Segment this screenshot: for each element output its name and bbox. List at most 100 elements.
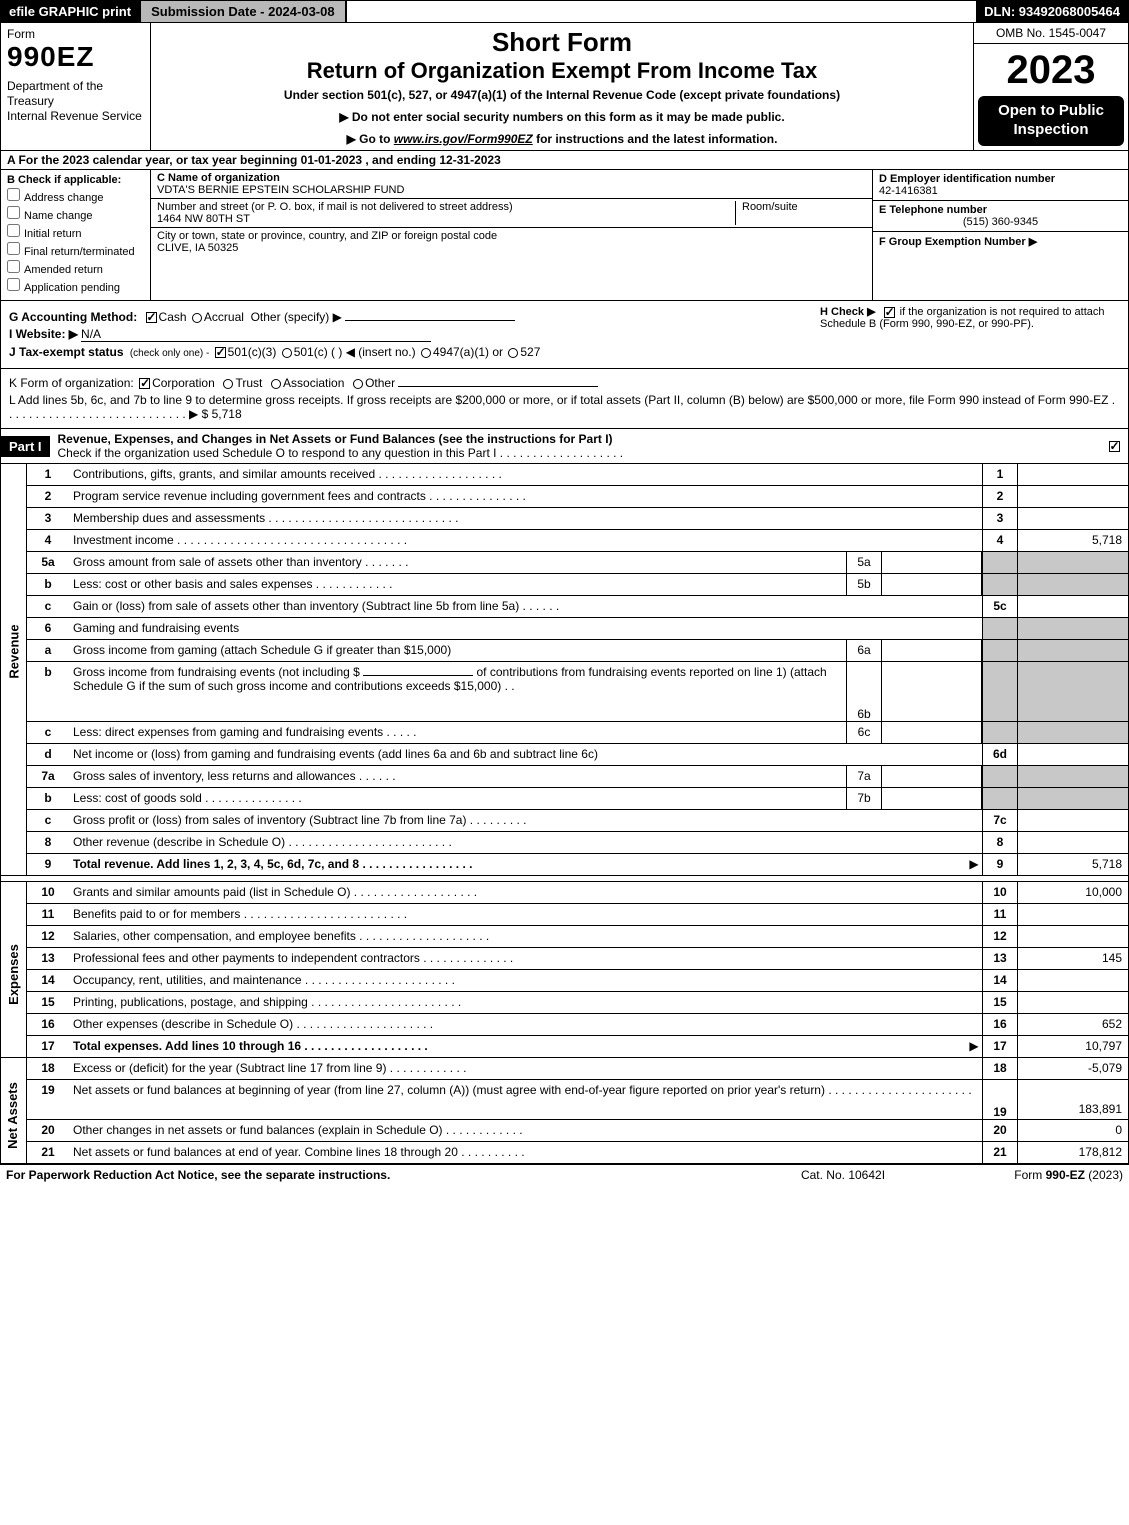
part-1-title: Revenue, Expenses, and Changes in Net As… (50, 429, 1100, 463)
phone-row: E Telephone number (515) 360-9345 (873, 201, 1128, 232)
line-14: 14Occupancy, rent, utilities, and mainte… (27, 970, 1128, 992)
city-row: City or town, state or province, country… (151, 228, 872, 300)
part-1-schedule-o-check[interactable] (1100, 439, 1128, 453)
line-6c: cLess: direct expenses from gaming and f… (27, 722, 1128, 744)
form-number: 990EZ (7, 41, 144, 73)
rows-kl: K Form of organization: Corporation Trus… (0, 369, 1129, 429)
catalog-number: Cat. No. 10642I (743, 1168, 943, 1182)
association-radio[interactable] (271, 379, 281, 389)
col-c-org: C Name of organization VDTA'S BERNIE EPS… (151, 170, 873, 300)
form-header: Form 990EZ Department of the Treasury In… (0, 23, 1129, 151)
line-11: 11Benefits paid to or for members . . . … (27, 904, 1128, 926)
department: Department of the Treasury Internal Reve… (7, 79, 144, 124)
schedule-b-checkbox[interactable] (884, 307, 895, 318)
4947-radio[interactable] (421, 348, 431, 358)
line-7a: 7aGross sales of inventory, less returns… (27, 766, 1128, 788)
line-13: 13Professional fees and other payments t… (27, 948, 1128, 970)
line-4: 4Investment income . . . . . . . . . . .… (27, 530, 1128, 552)
527-radio[interactable] (508, 348, 518, 358)
org-name-row: C Name of organization VDTA'S BERNIE EPS… (151, 170, 872, 199)
col-b-checkboxes: B Check if applicable: Address change Na… (1, 170, 151, 300)
phone-label: E Telephone number (879, 204, 987, 216)
part-1-header-row: Part I Revenue, Expenses, and Changes in… (0, 429, 1129, 464)
check-address-change[interactable]: Address change (7, 188, 144, 204)
line-5c: cGain or (loss) from sale of assets othe… (27, 596, 1128, 618)
inspection-badge: Open to Public Inspection (978, 96, 1124, 146)
under-section: Under section 501(c), 527, or 4947(a)(1)… (161, 88, 963, 102)
line-20: 20Other changes in net assets or fund ba… (27, 1120, 1128, 1142)
main-title: Return of Organization Exempt From Incom… (161, 58, 963, 84)
cash-checkbox[interactable] (146, 312, 157, 323)
ein-label: D Employer identification number (879, 173, 1055, 185)
net-assets-section: Net Assets 18Excess or (deficit) for the… (0, 1058, 1129, 1164)
line-6: 6Gaming and fundraising events (27, 618, 1128, 640)
line-5a: 5aGross amount from sale of assets other… (27, 552, 1128, 574)
paperwork-notice: For Paperwork Reduction Act Notice, see … (6, 1168, 743, 1182)
dln-label: DLN: 93492068005464 (976, 1, 1128, 22)
line-6b: bGross income from fundraising events (n… (27, 662, 1128, 722)
check-name-change[interactable]: Name change (7, 206, 144, 222)
line-18: 18Excess or (deficit) for the year (Subt… (27, 1058, 1128, 1080)
form-word: Form (7, 27, 144, 41)
line-2: 2Program service revenue including gover… (27, 486, 1128, 508)
ein-value: 42-1416381 (879, 185, 938, 197)
goto-pre: ▶ Go to (347, 132, 394, 146)
row-a-tax-year: A For the 2023 calendar year, or tax yea… (0, 151, 1129, 170)
revenue-section: Revenue 1Contributions, gifts, grants, a… (0, 464, 1129, 876)
check-final-return[interactable]: Final return/terminated (7, 242, 144, 258)
line-21: 21Net assets or fund balances at end of … (27, 1142, 1128, 1164)
top-bar: efile GRAPHIC print Submission Date - 20… (0, 0, 1129, 23)
revenue-side-label: Revenue (0, 464, 26, 876)
line-10: 10Grants and similar amounts paid (list … (27, 882, 1128, 904)
topbar-spacer (347, 1, 977, 22)
other-org-radio[interactable] (353, 379, 363, 389)
goto-post: for instructions and the latest informat… (533, 132, 778, 146)
page-footer: For Paperwork Reduction Act Notice, see … (0, 1164, 1129, 1185)
501c3-checkbox[interactable] (215, 347, 226, 358)
trust-radio[interactable] (223, 379, 233, 389)
website-value: N/A (81, 327, 431, 342)
header-center: Short Form Return of Organization Exempt… (151, 23, 973, 150)
line-3: 3Membership dues and assessments . . . .… (27, 508, 1128, 530)
gross-receipts-value: 5,718 (212, 407, 242, 421)
check-amended-return[interactable]: Amended return (7, 260, 144, 276)
line-17: 17Total expenses. Add lines 10 through 1… (27, 1036, 1128, 1058)
ssn-note: ▶ Do not enter social security numbers o… (161, 110, 963, 124)
501c-radio[interactable] (282, 348, 292, 358)
line-19: 19Net assets or fund balances at beginni… (27, 1080, 1128, 1120)
line-6b-desc: Gross income from fundraising events (no… (69, 662, 846, 721)
line-15: 15Printing, publications, postage, and s… (27, 992, 1128, 1014)
line-16: 16Other expenses (describe in Schedule O… (27, 1014, 1128, 1036)
line-5b: bLess: cost or other basis and sales exp… (27, 574, 1128, 596)
part-1-label: Part I (1, 436, 50, 457)
line-1: 1Contributions, gifts, grants, and simil… (27, 464, 1128, 486)
accrual-radio[interactable] (192, 313, 202, 323)
org-name: VDTA'S BERNIE EPSTEIN SCHOLARSHIP FUND (157, 184, 404, 196)
efile-label[interactable]: efile GRAPHIC print (1, 1, 139, 22)
other-specify-line[interactable] (345, 320, 515, 321)
ein-row: D Employer identification number 42-1416… (873, 170, 1128, 201)
row-l-gross-receipts: L Add lines 5b, 6c, and 7b to line 9 to … (9, 393, 1120, 421)
tax-year: 2023 (974, 44, 1128, 96)
line-6a: aGross income from gaming (attach Schedu… (27, 640, 1128, 662)
corporation-checkbox[interactable] (139, 378, 150, 389)
rows-ghij: H Check ▶ if the organization is not req… (0, 301, 1129, 369)
street-row: Number and street (or P. O. box, if mail… (151, 199, 872, 228)
row-h-schedule-b: H Check ▶ if the organization is not req… (820, 305, 1120, 330)
irs-link[interactable]: www.irs.gov/Form990EZ (394, 132, 533, 146)
org-name-label: C Name of organization (157, 172, 280, 184)
line-6d: dNet income or (loss) from gaming and fu… (27, 744, 1128, 766)
expenses-section: Expenses 10Grants and similar amounts pa… (0, 882, 1129, 1058)
room-label: Room/suite (742, 201, 798, 213)
row-k-org-form: K Form of organization: Corporation Trus… (9, 376, 1120, 390)
omb-number: OMB No. 1545-0047 (974, 23, 1128, 44)
street-label: Number and street (or P. O. box, if mail… (157, 201, 513, 213)
header-right: OMB No. 1545-0047 2023 Open to Public In… (973, 23, 1128, 150)
check-initial-return[interactable]: Initial return (7, 224, 144, 240)
section-bcdef: B Check if applicable: Address change Na… (0, 170, 1129, 301)
check-application-pending[interactable]: Application pending (7, 278, 144, 294)
group-exemption-label: F Group Exemption Number ▶ (879, 236, 1037, 248)
other-org-line[interactable] (398, 386, 598, 387)
form-version: Form 990-EZ (2023) (943, 1168, 1123, 1182)
group-exemption-row: F Group Exemption Number ▶ (873, 232, 1128, 300)
